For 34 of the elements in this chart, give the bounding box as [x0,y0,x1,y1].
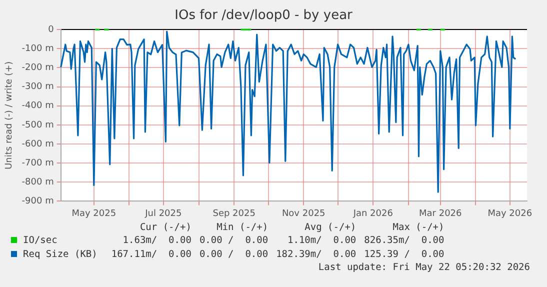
text: 0.00 / 0.00 [198,234,268,248]
text: 1.10m/ 0.00 [286,234,356,248]
y-tick-label: -800 m [22,177,54,188]
text: 0.00 / 0.00 [198,248,268,262]
x-tick-label: Nov 2025 [282,208,326,219]
legend-label: Req Size (KB) [22,248,98,262]
y-tick-label: -100 m [22,44,54,54]
x-tick-label: Jul 2025 [144,208,182,219]
y-tick-label: -300 m [22,82,54,92]
legend-label: IO/sec [22,234,58,248]
text: Last update: Fri May 22 05:20:32 2026 [317,262,530,273]
text: Max (-/+) [392,222,444,234]
y-tick-label: -500 m [22,120,54,130]
x-tick-label: Jan 2026 [352,208,394,219]
y-axis-title: Units read (-) / write (+) [4,61,15,170]
y-tick-label: -900 m [22,196,54,207]
y-tick-label: -400 m [22,101,54,112]
text: 167.11m/ 0.00 [110,248,192,262]
y-tick-label: 0 [48,24,54,35]
x-tick-label: May 2026 [488,208,532,219]
x-tick-label: Mar 2026 [419,208,462,219]
text: Min (-/+) [216,222,268,234]
text: 125.39 / 0.00 [363,248,444,262]
x-tick-label: Sep 2025 [212,208,256,219]
y-tick-label: -600 m [22,139,54,150]
y-tick-label: -200 m [22,63,54,74]
y-tick-label: -700 m [22,158,54,168]
text: 182.39m/ 0.00 [275,248,356,262]
text: Cur (-/+) [138,222,192,234]
chart-title: IOs for /dev/loop0 - by year [174,8,354,24]
text: Avg (-/+) [304,222,356,234]
text: 1.63m/ 0.00 [122,234,192,248]
text: 826.35m/ 0.00 [363,234,444,248]
x-tick-label: May 2025 [72,208,116,219]
